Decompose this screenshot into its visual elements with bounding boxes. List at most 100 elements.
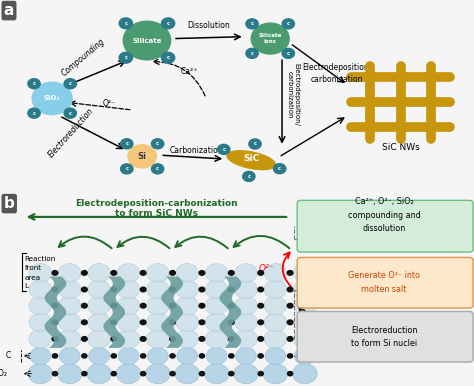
Circle shape (88, 296, 110, 315)
Circle shape (111, 303, 117, 308)
Circle shape (205, 280, 228, 299)
FancyBboxPatch shape (297, 257, 473, 308)
Text: c: c (251, 21, 254, 26)
Circle shape (293, 280, 316, 299)
Circle shape (287, 337, 293, 341)
Circle shape (111, 371, 116, 376)
Circle shape (140, 287, 146, 292)
Text: c: c (33, 81, 36, 86)
Circle shape (28, 79, 40, 89)
Circle shape (58, 280, 81, 299)
Circle shape (228, 371, 234, 376)
Text: Dissolution: Dissolution (187, 20, 230, 30)
Circle shape (111, 354, 116, 358)
Text: c: c (124, 55, 127, 60)
Circle shape (82, 371, 87, 376)
Text: Si: Si (138, 152, 146, 161)
Circle shape (29, 296, 52, 315)
Circle shape (176, 280, 199, 299)
Circle shape (59, 347, 80, 364)
Circle shape (228, 337, 234, 341)
Circle shape (170, 371, 175, 376)
Circle shape (170, 337, 175, 341)
Circle shape (199, 371, 205, 376)
Text: c: c (254, 142, 256, 146)
Circle shape (199, 287, 205, 292)
Circle shape (120, 164, 133, 174)
Circle shape (117, 264, 140, 282)
Text: Carbonization: Carbonization (170, 146, 224, 155)
Text: c: c (69, 81, 72, 86)
Circle shape (246, 19, 258, 29)
Circle shape (273, 164, 286, 174)
Text: Silicate: Silicate (132, 37, 162, 44)
Circle shape (123, 21, 171, 60)
Circle shape (293, 296, 316, 315)
Circle shape (176, 313, 199, 332)
Circle shape (294, 347, 315, 364)
Circle shape (199, 337, 205, 341)
Circle shape (258, 320, 264, 325)
Text: L: L (25, 283, 28, 290)
Text: c: c (287, 21, 290, 26)
Circle shape (287, 287, 293, 292)
Circle shape (264, 330, 287, 348)
Circle shape (251, 23, 289, 54)
Text: Compounding: Compounding (60, 37, 106, 78)
Circle shape (282, 48, 294, 58)
Circle shape (228, 271, 234, 275)
Circle shape (52, 337, 58, 341)
Circle shape (146, 264, 169, 282)
Circle shape (146, 364, 170, 384)
Circle shape (258, 371, 264, 376)
Circle shape (117, 296, 140, 315)
Text: Electroreduction: Electroreduction (46, 107, 96, 160)
Circle shape (117, 280, 140, 299)
Circle shape (228, 287, 234, 292)
Text: SiC: SiC (243, 154, 259, 163)
Text: c: c (156, 141, 159, 146)
Circle shape (64, 79, 76, 89)
Circle shape (82, 320, 87, 325)
Circle shape (205, 296, 228, 315)
Text: Silicate
ions: Silicate ions (258, 33, 282, 44)
Circle shape (228, 320, 234, 325)
Circle shape (146, 313, 169, 332)
Circle shape (292, 364, 317, 384)
Circle shape (258, 354, 264, 358)
Circle shape (287, 371, 293, 376)
Circle shape (88, 313, 110, 332)
Circle shape (88, 280, 110, 299)
Circle shape (52, 271, 58, 275)
Text: front: front (25, 265, 42, 271)
Circle shape (117, 330, 140, 348)
Text: Electrodeposition/
carbonization: Electrodeposition/ carbonization (286, 63, 300, 126)
Circle shape (170, 320, 175, 325)
Circle shape (140, 303, 146, 308)
Circle shape (287, 320, 293, 325)
Circle shape (32, 82, 72, 115)
Circle shape (119, 18, 132, 29)
Text: c: c (247, 174, 250, 179)
Circle shape (243, 171, 255, 181)
Circle shape (170, 287, 175, 292)
Circle shape (29, 280, 52, 299)
Circle shape (140, 354, 146, 358)
Circle shape (28, 364, 53, 384)
Circle shape (176, 296, 199, 315)
Circle shape (170, 271, 175, 275)
Circle shape (82, 354, 87, 358)
Circle shape (228, 354, 234, 358)
Text: O²⁻: O²⁻ (259, 264, 274, 273)
Circle shape (140, 371, 146, 376)
Text: carbonization: carbonization (310, 74, 363, 84)
Circle shape (199, 303, 205, 308)
Text: c: c (278, 166, 281, 171)
Circle shape (58, 330, 81, 348)
Circle shape (235, 330, 257, 348)
Circle shape (264, 296, 287, 315)
Text: Ca²⁺, O²⁻, SiO₂: Ca²⁺, O²⁻, SiO₂ (355, 197, 413, 206)
Circle shape (111, 287, 117, 292)
Circle shape (206, 347, 227, 364)
Circle shape (111, 271, 117, 275)
